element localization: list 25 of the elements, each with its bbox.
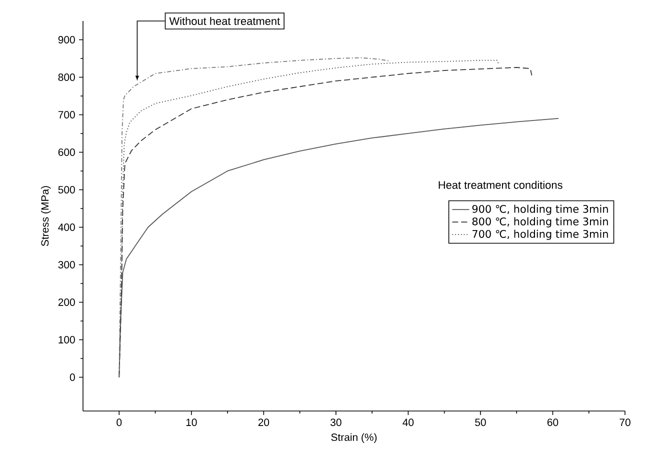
x-axis-title: Strain (%) xyxy=(331,433,377,443)
y-tick-label: 700 xyxy=(58,111,75,118)
legend-label: 900 ℃, holding time 3min xyxy=(472,204,608,215)
y-tick-label: 100 xyxy=(58,336,75,344)
legend-title: Heat treatment conditions xyxy=(438,180,562,189)
x-tick-label: 30 xyxy=(330,418,342,426)
y-tick-label: 600 xyxy=(58,148,75,156)
y-tick-label: 0 xyxy=(70,374,75,381)
x-tick-label: 40 xyxy=(402,418,414,426)
legend-label: 700 ℃, holding time 3min xyxy=(472,230,608,240)
y-tick-label: 400 xyxy=(58,224,75,231)
y-tick-label: 500 xyxy=(58,186,75,194)
y-tick-label: 900 xyxy=(58,36,75,44)
y-tick-label: 300 xyxy=(58,261,75,268)
y-tick-label: 800 xyxy=(58,74,75,81)
x-tick-label: 60 xyxy=(547,418,558,426)
x-tick-label: 10 xyxy=(186,418,197,426)
y-axis-title: Stress (MPa) xyxy=(40,186,51,246)
legend-label: 800 ℃, holding time 3min xyxy=(472,217,608,228)
x-tick-label: 0 xyxy=(116,418,122,426)
annotation: Without heat treatment xyxy=(169,16,280,26)
x-tick-label: 20 xyxy=(258,418,270,426)
x-tick-label: 70 xyxy=(620,418,630,426)
y-tick-label: 200 xyxy=(58,298,75,306)
x-tick-label: 50 xyxy=(475,418,486,426)
